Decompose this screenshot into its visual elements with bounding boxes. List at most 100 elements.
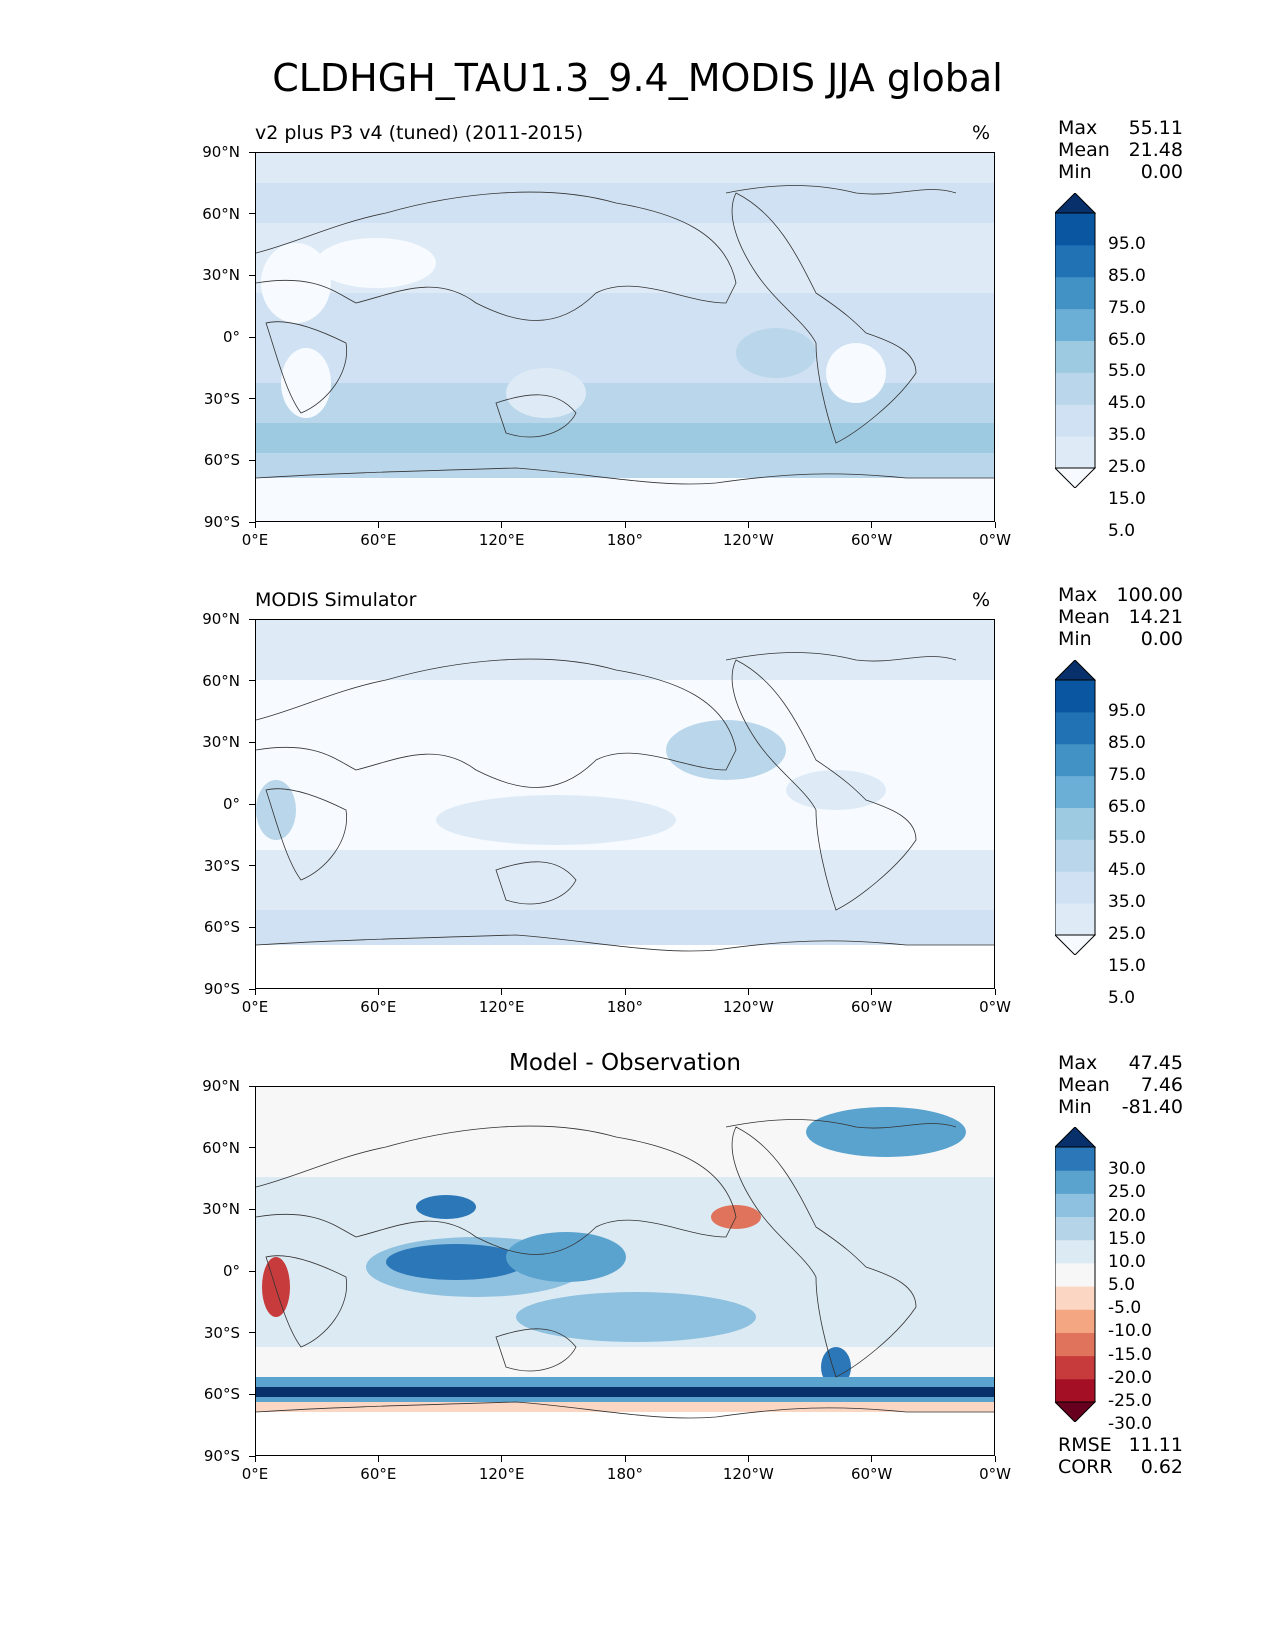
colorbar-tick-label: -15.0 xyxy=(1108,1344,1152,1365)
stat-label: Mean xyxy=(1058,1074,1110,1096)
colorbar-frame xyxy=(1055,212,1096,469)
y-tick-label: 60°N xyxy=(202,1138,240,1157)
x-tick-label: 120°E xyxy=(478,998,525,1016)
colorbar-segment xyxy=(1055,340,1095,373)
x-tick-mark xyxy=(871,522,873,528)
colorbar-segment xyxy=(1055,1193,1095,1218)
stat-mean: 21.48 xyxy=(1128,139,1183,161)
x-tick-mark xyxy=(377,522,379,528)
y-tick-label: 30°N xyxy=(202,1200,240,1219)
y-tick-mark xyxy=(249,618,255,620)
colorbar-segment xyxy=(1055,213,1095,246)
colorbar-tick-label: 5.0 xyxy=(1108,1275,1136,1296)
y-tick-label: 90°N xyxy=(202,610,240,628)
x-tick-label: 120°W xyxy=(722,998,774,1016)
stat-max: 55.11 xyxy=(1128,117,1183,139)
stat-label: Max xyxy=(1058,584,1098,606)
y-tick-mark xyxy=(249,274,255,276)
map-field xyxy=(256,153,994,521)
stat-max: 100.00 xyxy=(1116,584,1183,606)
y-tick-label: 90°N xyxy=(202,143,240,161)
stat-label: Max xyxy=(1058,117,1098,139)
colorbar-segment xyxy=(1055,1170,1095,1194)
x-tick-mark xyxy=(624,1456,626,1462)
stat-label: Max xyxy=(1058,1052,1098,1074)
y-tick-mark xyxy=(249,741,255,743)
colorbar-frame xyxy=(1055,1146,1096,1403)
y-tick-label: 30°S xyxy=(203,1323,240,1342)
colorbar-tick-label: 5.0 xyxy=(1108,520,1136,541)
x-tick-label: 180° xyxy=(606,998,644,1016)
y-tick-label: 30°N xyxy=(202,733,240,752)
colorbar-segment xyxy=(1055,244,1095,278)
y-tick-mark xyxy=(249,680,255,682)
colorbar-segment xyxy=(1055,871,1095,904)
y-tick-mark xyxy=(249,1332,255,1334)
colorbar-segment xyxy=(1055,1147,1095,1171)
x-tick-label: 60°W xyxy=(850,998,893,1016)
stat-min: -81.40 xyxy=(1121,1096,1183,1118)
x-tick-mark xyxy=(377,989,379,995)
x-tick-mark xyxy=(747,522,749,528)
y-tick-label: 30°S xyxy=(203,389,240,408)
y-tick-label: 60°S xyxy=(203,918,240,937)
stat-label: Mean xyxy=(1058,606,1110,628)
map-model xyxy=(255,152,995,522)
y-tick-label: 60°S xyxy=(203,451,240,470)
colorbar-extend-top xyxy=(1055,660,1097,681)
x-tick-label: 180° xyxy=(606,1465,644,1483)
panel-title: Model - Observation xyxy=(508,1050,742,1076)
colorbar-tick-label: -5.0 xyxy=(1108,1298,1142,1319)
y-tick-mark xyxy=(249,1147,255,1149)
colorbar-tick-label: 85.0 xyxy=(1108,732,1146,753)
y-tick-label: 0° xyxy=(222,328,240,346)
stats-block: Max 55.11 Mean 21.48 Min 0.00 xyxy=(1058,117,1183,183)
colorbar-tick-label: 35.0 xyxy=(1108,892,1146,913)
stats-block: Max 100.00 Mean 14.21 Min 0.00 xyxy=(1058,584,1183,650)
y-tick-mark xyxy=(249,1208,255,1210)
x-tick-label: 120°E xyxy=(478,531,525,549)
colorbar-tick-label: -20.0 xyxy=(1108,1367,1152,1388)
colorbar-tick-label: 75.0 xyxy=(1108,764,1146,785)
colorbar-segment xyxy=(1055,743,1095,777)
stat-min: 0.00 xyxy=(1140,161,1183,183)
colorbar-extend-bottom xyxy=(1055,1401,1097,1422)
y-tick-mark xyxy=(249,1455,255,1457)
colorbar-extend-top xyxy=(1055,193,1097,214)
colorbar-segment xyxy=(1055,680,1095,713)
colorbar-tick-label: -30.0 xyxy=(1108,1414,1152,1435)
colorbar-tick-label: 45.0 xyxy=(1108,393,1146,414)
x-tick-label: 0°W xyxy=(979,531,1011,549)
y-tick-label: 90°S xyxy=(203,1447,240,1465)
colorbar-segment xyxy=(1055,404,1095,437)
rmse-label: RMSE xyxy=(1058,1434,1112,1456)
colorbar-frame xyxy=(1055,679,1096,936)
map-difference xyxy=(255,1086,995,1456)
x-tick-mark xyxy=(994,989,996,995)
y-tick-label: 90°N xyxy=(202,1077,240,1095)
colorbar xyxy=(1055,1127,1097,1422)
x-tick-mark xyxy=(994,1456,996,1462)
y-tick-label: 30°S xyxy=(203,856,240,875)
colorbar-segment xyxy=(1055,807,1095,840)
colorbar-tick-label: 75.0 xyxy=(1108,297,1146,318)
y-tick-label: 0° xyxy=(222,1262,240,1280)
y-tick-mark xyxy=(249,988,255,990)
colorbar-tick-label: 35.0 xyxy=(1108,425,1146,446)
colorbar-segment xyxy=(1055,711,1095,745)
colorbar-tick-label: 5.0 xyxy=(1108,987,1136,1008)
colorbar-tick-label: 25.0 xyxy=(1108,924,1146,944)
colorbar-segment xyxy=(1055,436,1095,469)
colorbar-tick-label: 95.0 xyxy=(1108,700,1146,721)
colorbar-segment xyxy=(1055,276,1095,310)
colorbar-tick-label: 45.0 xyxy=(1108,860,1146,881)
colorbar-extend-bottom xyxy=(1055,934,1097,955)
colorbar-tick-label: 55.0 xyxy=(1108,361,1146,382)
x-tick-label: 120°E xyxy=(478,1465,525,1483)
colorbar-tick-label: 95.0 xyxy=(1108,233,1146,254)
stat-label: Min xyxy=(1058,1096,1092,1118)
colorbar-tick-label: 65.0 xyxy=(1108,329,1146,350)
corr-value: 0.62 xyxy=(1140,1456,1183,1478)
colorbar-tick-label: -25.0 xyxy=(1108,1391,1152,1411)
x-tick-label: 60°E xyxy=(360,998,397,1016)
